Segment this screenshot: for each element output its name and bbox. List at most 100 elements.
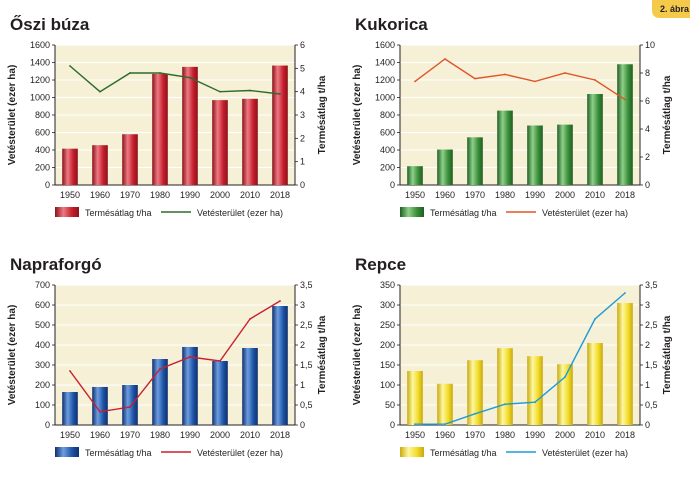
right-tick-label: 4	[300, 87, 305, 97]
chart-4: Repce 0 50 100 150 200 250 300 350 0 0,5 1 1,5 2 2,5 3 3…	[352, 255, 673, 458]
x-tick-label: 2000	[210, 190, 230, 200]
x-tick-labels: 1950 1960 1970 1980 1990 2000 2010 2018	[405, 430, 635, 440]
left-tick-label: 200	[35, 380, 50, 390]
x-tick-label: 1950	[60, 190, 80, 200]
series-line	[69, 65, 281, 95]
bar-series	[62, 65, 288, 185]
right-tick-label: 2	[300, 340, 305, 350]
left-tick-label: 1400	[30, 58, 50, 68]
left-tick-label: 1400	[375, 58, 395, 68]
bar-2000	[557, 124, 573, 185]
bar-1990	[527, 125, 543, 185]
bar-1970	[467, 137, 483, 185]
x-tick-label: 1960	[435, 190, 455, 200]
figure-badge: 2. ábra	[652, 0, 690, 18]
line-point-1950	[414, 80, 416, 83]
plot-area	[55, 285, 295, 425]
left-tick-label: 400	[35, 340, 50, 350]
line-series	[414, 58, 626, 101]
x-tick-label: 1990	[180, 190, 200, 200]
line-point-1980	[504, 403, 506, 406]
x-tick-label: 1960	[90, 430, 110, 440]
right-tick-label: 2	[300, 133, 305, 143]
right-tick-label: 8	[645, 68, 650, 78]
bar-2010	[587, 343, 603, 425]
line-point-2018	[279, 300, 281, 302]
bar-2000	[557, 364, 573, 425]
left-tick-label: 100	[380, 380, 395, 390]
line-point-1990	[189, 356, 191, 358]
legend: Termésátlag t/ha Vetésterület (ezer ha)	[400, 447, 628, 458]
left-tick-label: 800	[380, 110, 395, 120]
line-point-2000	[219, 90, 221, 93]
x-tick-label: 1970	[465, 190, 485, 200]
left-tick-label: 600	[35, 128, 50, 138]
bar-series	[407, 64, 633, 185]
left-tick-label: 1000	[30, 93, 50, 103]
left-tick-label: 350	[380, 280, 395, 290]
line-point-2010	[594, 79, 596, 81]
bar-2010	[242, 98, 258, 185]
left-tick-label: 0	[45, 180, 50, 190]
bar-series	[62, 306, 288, 425]
bar-2018	[617, 303, 633, 425]
x-tick-label: 1990	[525, 430, 545, 440]
bar-2018	[617, 64, 633, 185]
bar-1960	[92, 387, 108, 425]
right-tick-label: 1	[645, 380, 650, 390]
series-line	[414, 58, 626, 101]
bar-2018	[272, 65, 288, 185]
right-tick-label: 6	[300, 40, 305, 50]
series-line	[415, 292, 626, 425]
line-point-2018	[279, 93, 281, 95]
x-tick-labels: 1950 1960 1970 1980 1990 2000 2010 2018	[405, 190, 635, 200]
x-tick-label: 2010	[240, 190, 260, 200]
left-tick-label: 300	[380, 300, 395, 310]
legend-line-label: Vetésterület (ezer ha)	[197, 208, 283, 218]
x-tick-label: 1970	[120, 190, 140, 200]
line-point-2000	[564, 376, 566, 378]
left-tick-label: 200	[380, 163, 395, 173]
left-tick-label: 700	[35, 280, 50, 290]
legend-line-label: Vetésterület (ezer ha)	[197, 448, 283, 458]
bar-1950	[407, 371, 423, 425]
right-tick-label: 0,5	[645, 400, 658, 410]
chart-2: Kukorica 0 200 400 600 800 1000 1200 1400 1600 0 2 4…	[352, 15, 673, 218]
y-axis-label: Vetésterület (ezer ha)	[7, 65, 18, 166]
left-tick-label: 400	[35, 145, 50, 155]
x-tick-label: 1990	[525, 190, 545, 200]
y2-axis-label: Termésátlag t/ha	[662, 315, 673, 394]
left-tick-label: 300	[35, 360, 50, 370]
line-point-1970	[129, 72, 131, 74]
badge-background	[652, 0, 690, 18]
legend-bar-label: Termésátlag t/ha	[430, 448, 497, 458]
x-tick-label: 2018	[615, 430, 635, 440]
line-point-1980	[159, 72, 161, 74]
left-tick-label: 1600	[30, 40, 50, 50]
x-tick-label: 1980	[150, 190, 170, 200]
bar-1950	[62, 392, 78, 425]
x-tick-label: 2000	[555, 430, 575, 440]
left-tick-label: 200	[380, 340, 395, 350]
right-tick-label: 4	[645, 124, 650, 134]
right-tick-label: 3,5	[300, 280, 313, 290]
line-point-1990	[534, 80, 536, 83]
x-tick-label: 1960	[435, 430, 455, 440]
line-point-2010	[249, 89, 251, 92]
right-tick-label: 3	[300, 300, 305, 310]
y2-axis-label: Termésátlag t/ha	[662, 75, 673, 154]
bar-2018	[272, 306, 288, 425]
bar-1990	[182, 347, 198, 425]
y-axis-label: Vetésterület (ezer ha)	[352, 305, 363, 406]
x-tick-label: 1950	[405, 430, 425, 440]
bar-1950	[62, 148, 78, 185]
chart-title: Őszi búza	[10, 15, 90, 34]
line-point-2010	[249, 318, 251, 320]
line-point-1980	[504, 73, 506, 76]
right-tick-label: 2	[645, 152, 650, 162]
bar-2000	[212, 100, 228, 185]
left-tick-label: 1200	[30, 75, 50, 85]
right-tick-label: 5	[300, 63, 305, 73]
badge-label: 2. ábra	[660, 4, 690, 14]
